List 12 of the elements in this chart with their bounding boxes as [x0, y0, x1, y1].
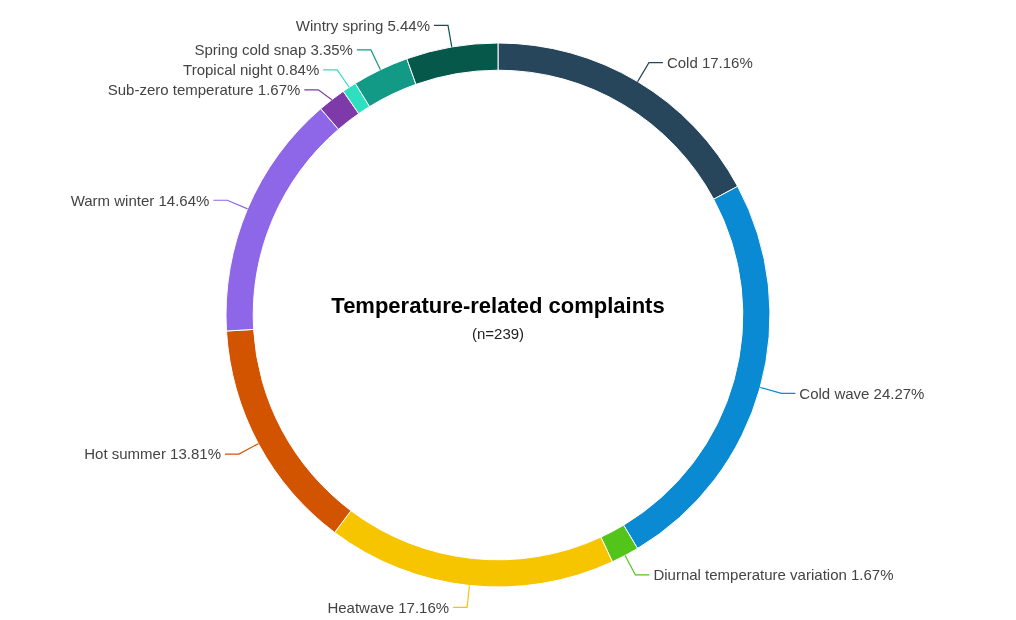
slice-label: Warm winter 14.64% [70, 191, 210, 209]
slice-label: Sub-zero temperature 1.67% [107, 81, 301, 99]
slice-label: Cold wave 24.27% [799, 384, 925, 402]
text: (n=239) [471, 325, 525, 342]
slice-label: Diurnal temperature variation 1.67% [653, 566, 894, 584]
slice-label: Tropical night 0.84% [183, 61, 320, 79]
slice-label: Heatwave 17.16% [327, 598, 450, 616]
slice-label: Cold 17.16% [666, 53, 753, 71]
slice-label: Wintry spring 5.44% [295, 16, 430, 34]
slice-label: Spring cold snap 3.35% [194, 41, 353, 59]
text: Temperature-related complaints [331, 293, 665, 318]
slice-label: Hot summer 13.81% [84, 445, 221, 463]
